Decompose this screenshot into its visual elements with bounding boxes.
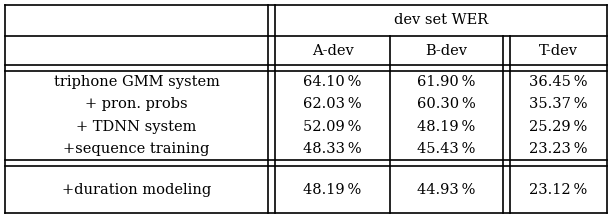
Text: 44.93 %: 44.93 %: [417, 182, 476, 196]
Text: dev set WER: dev set WER: [394, 14, 488, 27]
Text: 36.45 %: 36.45 %: [529, 75, 588, 89]
Text: +sequence training: +sequence training: [63, 142, 210, 156]
Text: 25.29 %: 25.29 %: [529, 120, 588, 134]
Text: 35.37 %: 35.37 %: [529, 97, 588, 111]
Text: A-dev: A-dev: [312, 44, 353, 58]
Text: T-dev: T-dev: [539, 44, 578, 58]
Text: 64.10 %: 64.10 %: [304, 75, 362, 89]
Text: B-dev: B-dev: [425, 44, 468, 58]
Text: 61.90 %: 61.90 %: [417, 75, 476, 89]
Text: +duration modeling: +duration modeling: [62, 182, 211, 196]
Text: triphone GMM system: triphone GMM system: [54, 75, 220, 89]
Text: 48.19 %: 48.19 %: [304, 182, 362, 196]
Text: 62.03 %: 62.03 %: [303, 97, 362, 111]
Text: + TDNN system: + TDNN system: [76, 120, 196, 134]
Text: 48.19 %: 48.19 %: [417, 120, 476, 134]
Text: 23.23 %: 23.23 %: [529, 142, 588, 156]
Text: + pron. probs: + pron. probs: [85, 97, 188, 111]
Text: 45.43 %: 45.43 %: [417, 142, 476, 156]
Text: 23.12 %: 23.12 %: [529, 182, 588, 196]
Text: 52.09 %: 52.09 %: [304, 120, 362, 134]
Text: 60.30 %: 60.30 %: [417, 97, 476, 111]
Text: 48.33 %: 48.33 %: [303, 142, 362, 156]
